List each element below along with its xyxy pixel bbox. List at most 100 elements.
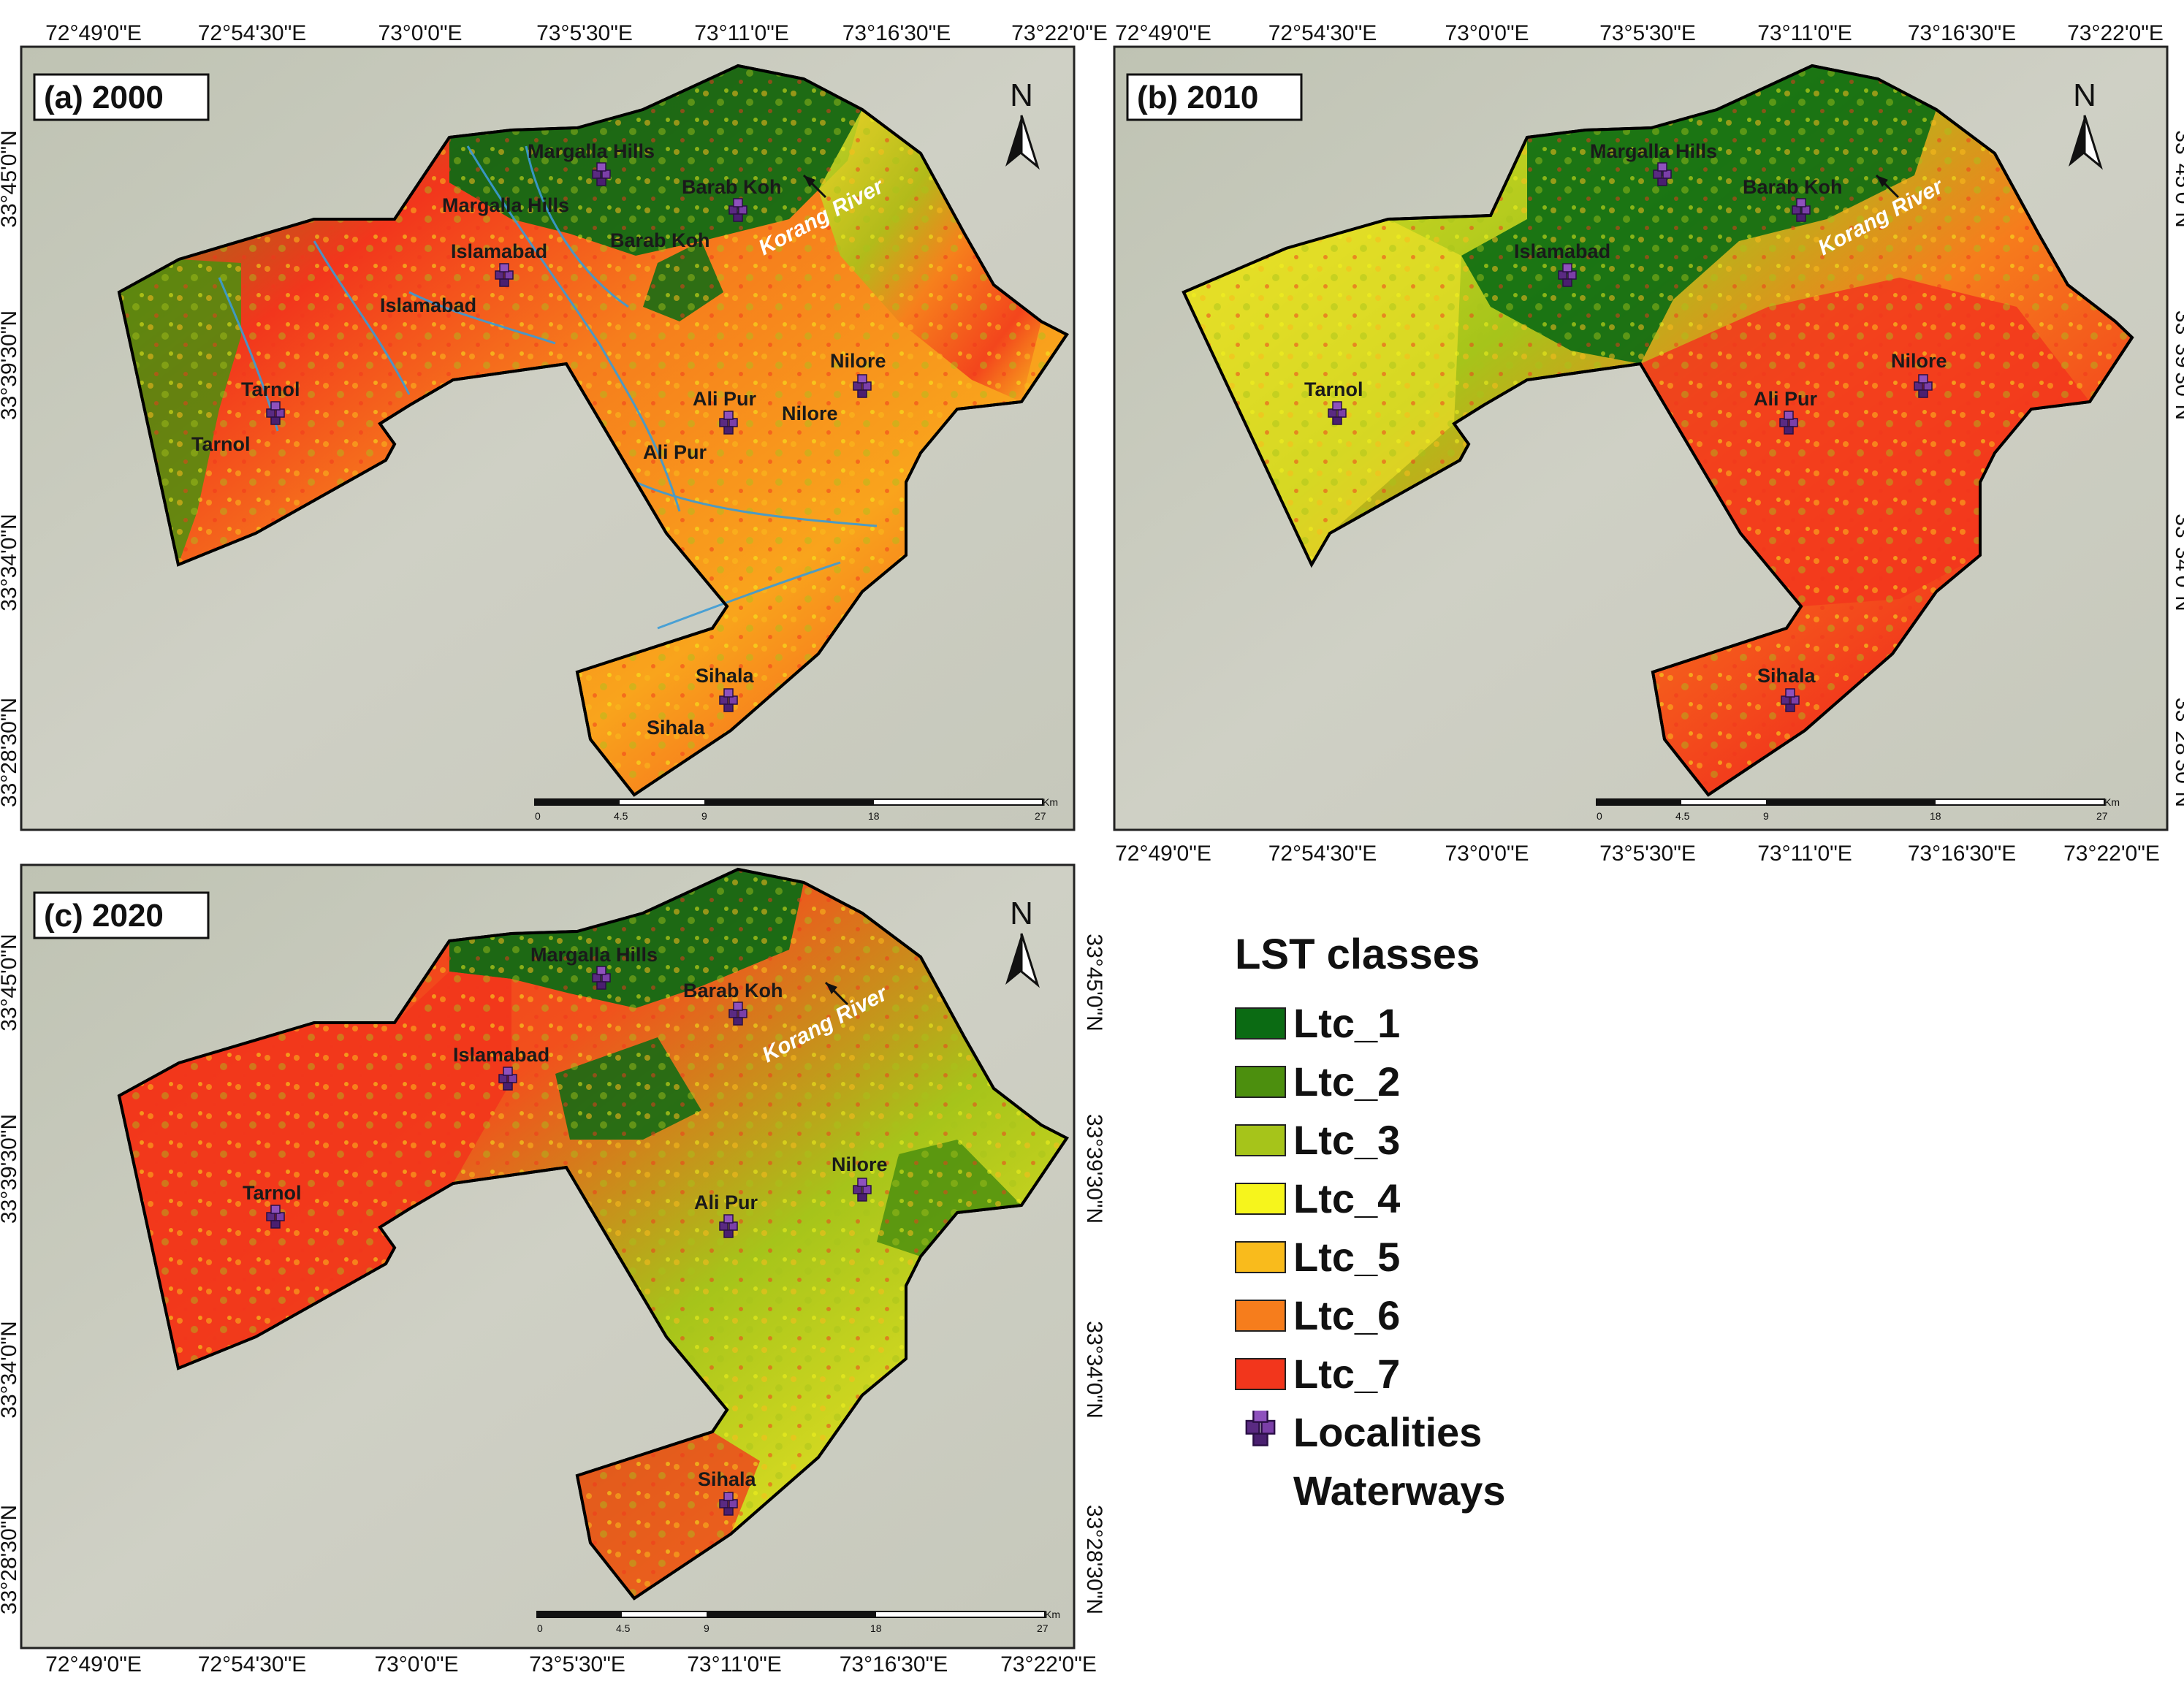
legend-label: Ltc_7 bbox=[1293, 1351, 1401, 1397]
lon-tick: 72°49'0"E bbox=[45, 1652, 142, 1677]
legend-swatch bbox=[1235, 1124, 1286, 1156]
place-label: Islamabad bbox=[380, 294, 476, 316]
legend: LST classes Ltc_1 Ltc_2 Ltc_3 Ltc_4 Ltc_… bbox=[1235, 931, 1746, 1520]
place-label: Sihala bbox=[1757, 665, 1816, 687]
lon-tick: 72°49'0"E bbox=[1115, 21, 1211, 45]
lon-tick: 72°54'30"E bbox=[198, 1652, 307, 1677]
place-label: Barab Koh bbox=[610, 229, 710, 251]
place-label: Tarnol bbox=[191, 433, 251, 455]
place-label: Sihala bbox=[696, 665, 755, 687]
bottom-tick-labels: 72°49'0"E 72°54'30"E 73°0'0"E 73°5'30"E … bbox=[45, 1652, 1097, 1677]
lon-tick: 73°5'30"E bbox=[536, 21, 633, 45]
legend-swatch bbox=[1235, 1299, 1286, 1332]
lat-tick: 33°28'30"N bbox=[0, 698, 21, 807]
right-tick-labels: 33°45'0"N 33°39'30"N 33°34'0"N 33°28'30"… bbox=[1082, 934, 1106, 1614]
scale-unit: Km bbox=[2104, 796, 2120, 808]
legend-item-ltc-5: Ltc_5 bbox=[1235, 1228, 1746, 1286]
locality-icon bbox=[1245, 1410, 1276, 1446]
lat-tick: 33°45'0"N bbox=[0, 934, 21, 1031]
place-label: Islamabad bbox=[1514, 240, 1610, 262]
lon-tick: 73°22'0"E bbox=[2063, 842, 2160, 866]
scale-tick: 18 bbox=[870, 1622, 882, 1634]
scale-tick: 0 bbox=[537, 1622, 543, 1634]
place-label: Margalla Hills bbox=[528, 140, 655, 162]
place-label: Islamabad bbox=[451, 240, 547, 262]
scale-tick: 4.5 bbox=[614, 810, 628, 822]
scale-tick: 18 bbox=[868, 810, 880, 822]
lon-tick: 73°11'0"E bbox=[687, 1652, 782, 1677]
legend-label: Ltc_6 bbox=[1293, 1292, 1401, 1339]
place-label: Margalla Hills bbox=[1590, 140, 1717, 162]
lon-tick: 73°0'0"E bbox=[1445, 842, 1529, 866]
lat-tick: 33°45'0"N bbox=[1082, 934, 1106, 1031]
legend-item-waterways: Waterways bbox=[1235, 1462, 1746, 1520]
lon-tick: 73°16'30"E bbox=[842, 21, 951, 45]
legend-label: Ltc_1 bbox=[1293, 1000, 1401, 1047]
lat-tick: 33°28'30"N bbox=[1082, 1505, 1106, 1614]
lat-tick: 33°28'30"N bbox=[2171, 698, 2184, 807]
scale-unit: Km bbox=[1043, 796, 1058, 808]
place-label: Sihala bbox=[698, 1468, 757, 1490]
legend-item-ltc-7: Ltc_7 bbox=[1235, 1345, 1746, 1403]
legend-swatch bbox=[1235, 1007, 1286, 1040]
lon-tick: 72°54'30"E bbox=[1268, 21, 1377, 45]
legend-swatch bbox=[1235, 1182, 1286, 1215]
place-label: Sihala bbox=[647, 717, 706, 739]
left-tick-labels: 33°45'0"N 33°39'30"N 33°34'0"N 33°28'30"… bbox=[0, 130, 21, 807]
scale-tick: 9 bbox=[1763, 810, 1769, 822]
scale-tick: 27 bbox=[1037, 1622, 1049, 1634]
legend-label: Waterways bbox=[1293, 1468, 1506, 1514]
legend-label: Ltc_5 bbox=[1293, 1234, 1401, 1281]
lat-tick: 33°34'0"N bbox=[0, 514, 21, 611]
lon-tick: 72°49'0"E bbox=[1115, 842, 1211, 866]
place-label: Ali Pur bbox=[1754, 388, 1818, 410]
place-label: Barab Koh bbox=[683, 980, 783, 1002]
legend-label: Ltc_3 bbox=[1293, 1117, 1401, 1164]
lon-tick: 73°5'30"E bbox=[529, 1652, 625, 1677]
lon-tick: 73°16'30"E bbox=[1908, 21, 2017, 45]
lon-tick: 72°54'30"E bbox=[198, 21, 307, 45]
scale-unit: Km bbox=[1045, 1609, 1060, 1620]
scale-bar: 0 4.5 9 18 27 Km bbox=[534, 796, 1058, 822]
scale-tick: 0 bbox=[535, 810, 541, 822]
lat-tick: 33°34'0"N bbox=[0, 1321, 21, 1418]
place-label: Nilore bbox=[782, 403, 838, 424]
lon-tick: 73°16'30"E bbox=[1908, 842, 2017, 866]
panel-2020: (c) 2020 N Margalla Hills Barab Koh Isla… bbox=[0, 863, 1106, 1677]
place-label: Nilore bbox=[830, 350, 886, 372]
legend-item-ltc-1: Ltc_1 bbox=[1235, 994, 1746, 1053]
top-tick-labels: 72°49'0"E 72°54'30"E 73°0'0"E 73°5'30"E … bbox=[45, 21, 1108, 45]
panel-label: (b) 2010 bbox=[1137, 80, 1258, 115]
legend-item-ltc-2: Ltc_2 bbox=[1235, 1053, 1746, 1111]
scale-tick: 0 bbox=[1597, 810, 1602, 822]
lon-tick: 73°0'0"E bbox=[374, 1652, 458, 1677]
left-tick-labels: 33°45'0"N 33°39'30"N 33°34'0"N 33°28'30"… bbox=[0, 934, 21, 1614]
legend-item-ltc-3: Ltc_3 bbox=[1235, 1111, 1746, 1170]
lat-tick: 33°45'0"N bbox=[0, 130, 21, 227]
lat-tick: 33°34'0"N bbox=[2171, 514, 2184, 611]
legend-swatch bbox=[1235, 1357, 1286, 1390]
panel-label-box bbox=[33, 891, 210, 939]
lon-tick: 73°5'30"E bbox=[1599, 842, 1696, 866]
place-label: Islamabad bbox=[453, 1044, 549, 1066]
lat-tick: 33°34'0"N bbox=[1082, 1321, 1106, 1418]
place-label: Ali Pur bbox=[693, 388, 757, 410]
lat-tick: 33°39'30"N bbox=[0, 1114, 21, 1224]
north-label: N bbox=[1010, 77, 1033, 113]
lon-tick: 73°22'0"E bbox=[1000, 1652, 1097, 1677]
lon-tick: 73°16'30"E bbox=[840, 1652, 948, 1677]
legend-title: LST classes bbox=[1235, 931, 1480, 978]
place-label: Tarnol bbox=[243, 1182, 302, 1204]
legend-label: Ltc_2 bbox=[1293, 1058, 1401, 1105]
scale-tick: 27 bbox=[2096, 810, 2108, 822]
lon-tick: 72°54'30"E bbox=[1268, 842, 1377, 866]
lon-tick: 73°11'0"E bbox=[1757, 21, 1852, 45]
north-label: N bbox=[2073, 77, 2096, 113]
legend-label: Localities bbox=[1293, 1409, 1483, 1456]
legend-item-ltc-4: Ltc_4 bbox=[1235, 1170, 1746, 1228]
lon-tick: 73°11'0"E bbox=[694, 21, 789, 45]
scale-tick: 4.5 bbox=[616, 1622, 631, 1634]
place-label: Tarnol bbox=[241, 378, 300, 400]
legend-label: Ltc_4 bbox=[1293, 1175, 1401, 1222]
lon-tick: 73°22'0"E bbox=[1011, 21, 1108, 45]
